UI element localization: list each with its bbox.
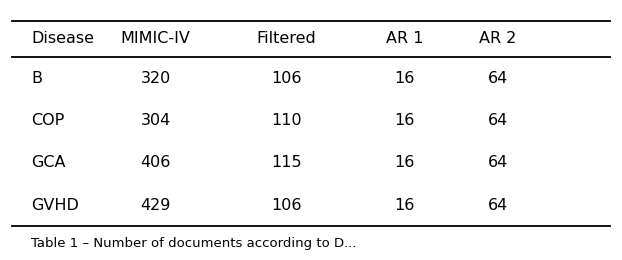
- Text: 16: 16: [394, 198, 414, 213]
- Text: 304: 304: [141, 113, 170, 128]
- Text: 16: 16: [394, 113, 414, 128]
- Text: 16: 16: [394, 71, 414, 86]
- Text: Disease: Disease: [31, 31, 94, 47]
- Text: AR 1: AR 1: [386, 31, 423, 47]
- Text: 64: 64: [488, 155, 508, 170]
- Text: 115: 115: [271, 155, 302, 170]
- Text: 110: 110: [271, 113, 302, 128]
- Text: GVHD: GVHD: [31, 198, 79, 213]
- Text: 406: 406: [141, 155, 170, 170]
- Text: 320: 320: [141, 71, 170, 86]
- Text: 106: 106: [271, 71, 302, 86]
- Text: COP: COP: [31, 113, 64, 128]
- Text: GCA: GCA: [31, 155, 65, 170]
- Text: 64: 64: [488, 198, 508, 213]
- Text: Table 1 – Number of documents according to D...: Table 1 – Number of documents according …: [31, 237, 356, 250]
- Text: 16: 16: [394, 155, 414, 170]
- Text: B: B: [31, 71, 42, 86]
- Text: 106: 106: [271, 198, 302, 213]
- Text: AR 2: AR 2: [479, 31, 516, 47]
- Text: Filtered: Filtered: [256, 31, 316, 47]
- Text: 64: 64: [488, 71, 508, 86]
- Text: 64: 64: [488, 113, 508, 128]
- Text: 429: 429: [141, 198, 170, 213]
- Text: MIMIC-IV: MIMIC-IV: [121, 31, 190, 47]
